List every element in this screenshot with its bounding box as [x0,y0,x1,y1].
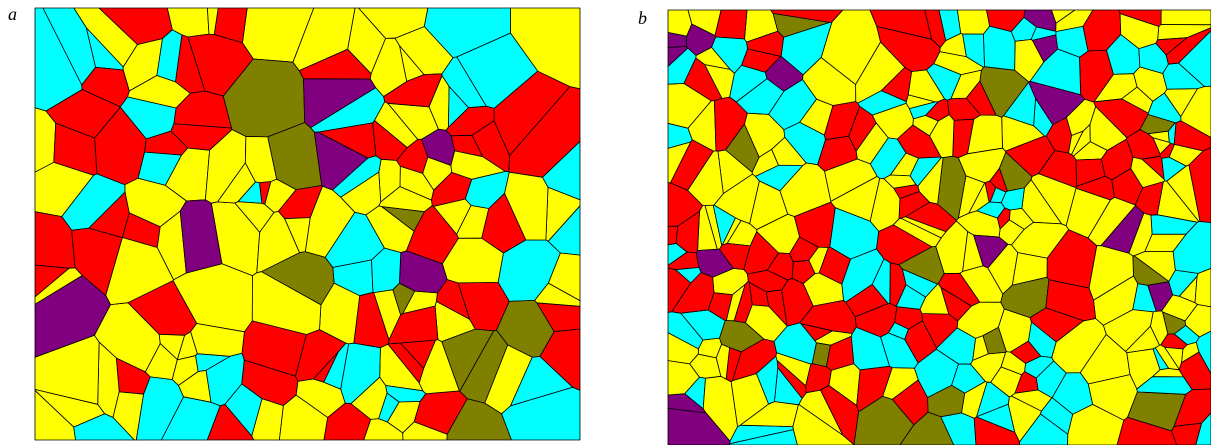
grain-map [668,10,1211,445]
grain [715,10,747,39]
page: a b (() => { const data = JSON.parse(doc… [0,0,1211,445]
figure: a b [0,0,1211,445]
grain [957,10,989,34]
panel-label: a [8,4,17,24]
grain [1161,10,1211,25]
grain [983,26,1015,70]
grain-map [35,8,580,440]
panel-label: b [638,8,647,28]
